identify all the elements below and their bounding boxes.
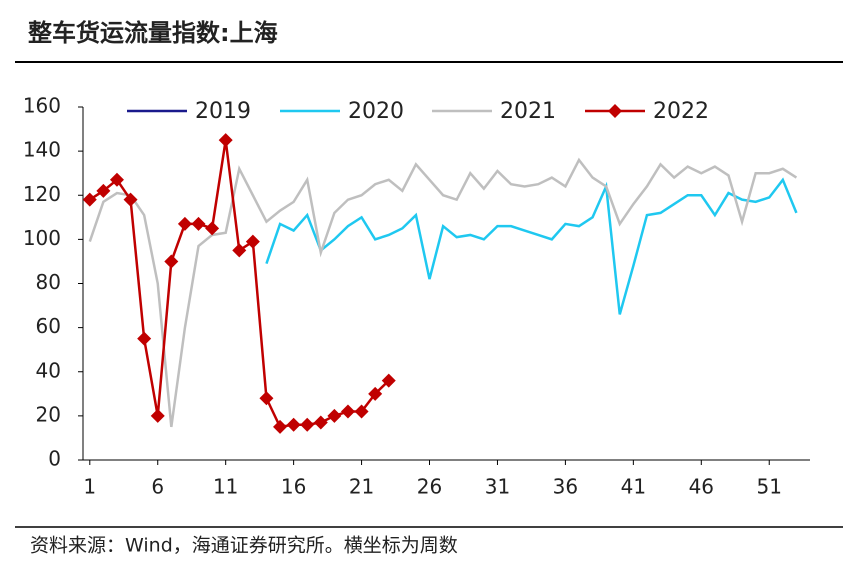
x-tick-label: 41 <box>621 475 646 499</box>
x-tick-label: 31 <box>485 475 510 499</box>
y-tick-label: 0 <box>48 447 61 471</box>
point-marker <box>232 243 247 258</box>
y-tick-label: 80 <box>36 270 61 294</box>
legend-label: 2020 <box>348 99 404 124</box>
point-marker <box>354 404 369 419</box>
point-marker <box>164 254 179 269</box>
series-line <box>265 177 798 315</box>
x-tick-label: 46 <box>689 475 714 499</box>
x-tick-label: 16 <box>281 475 306 499</box>
x-tick-label: 21 <box>349 475 374 499</box>
point-marker <box>300 417 315 432</box>
x-tick-label: 36 <box>553 475 578 499</box>
y-tick-label: 20 <box>36 402 61 426</box>
y-tick-label: 140 <box>23 138 61 162</box>
point-marker <box>245 234 260 249</box>
legend-label: 2022 <box>653 99 709 124</box>
y-tick-label: 120 <box>23 182 61 206</box>
point-marker <box>340 404 355 419</box>
y-tick-label: 100 <box>23 226 61 250</box>
point-marker <box>191 216 206 231</box>
source-note: 资料来源：Wind，海通证券研究所。横坐标为周数 <box>30 535 458 557</box>
series-line <box>89 139 390 429</box>
x-tick-label: 51 <box>757 475 782 499</box>
point-marker <box>381 373 396 388</box>
x-tick-label: 26 <box>417 475 442 499</box>
point-marker <box>82 192 97 207</box>
point-marker <box>123 192 138 207</box>
legend-label: 2021 <box>500 99 556 124</box>
point-marker <box>273 419 288 434</box>
y-tick-label: 40 <box>36 358 61 382</box>
y-tick-label: 160 <box>23 94 61 118</box>
point-marker <box>368 386 383 401</box>
x-tick-label: 1 <box>83 475 96 499</box>
point-marker <box>96 183 111 198</box>
chart-title: 整车货运流量指数:上海 <box>28 19 278 47</box>
point-marker <box>313 415 328 430</box>
point-marker <box>177 216 192 231</box>
point-marker <box>259 391 274 406</box>
point-marker <box>218 133 233 148</box>
series-line <box>88 157 798 428</box>
point-marker <box>137 331 152 346</box>
point-marker <box>205 221 220 236</box>
point-marker <box>327 408 342 423</box>
point-marker <box>109 172 124 187</box>
legend-label: 2019 <box>195 99 251 124</box>
y-tick-label: 60 <box>36 314 61 338</box>
x-tick-label: 6 <box>151 475 164 499</box>
x-tick-label: 11 <box>213 475 238 499</box>
legend-marker <box>608 104 622 118</box>
point-marker <box>150 408 165 423</box>
point-marker <box>286 417 301 432</box>
